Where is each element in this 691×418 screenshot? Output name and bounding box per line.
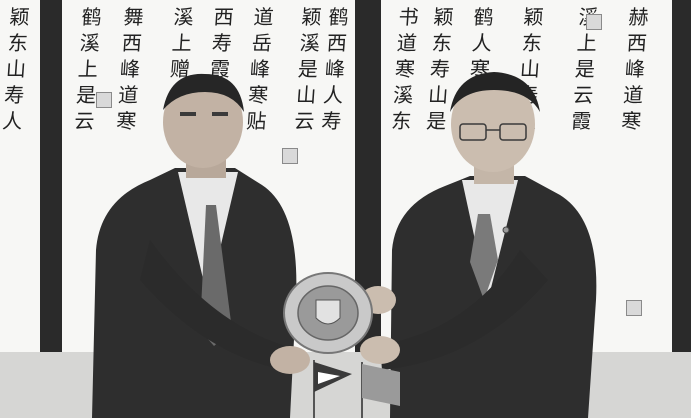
calligraphy-scroll-left	[0, 0, 40, 352]
lapel-pin-icon	[502, 226, 510, 234]
seal-stamp	[626, 300, 642, 316]
screen-frame	[40, 0, 62, 352]
seal-stamp	[586, 14, 602, 30]
seal-stamp	[96, 92, 112, 108]
table-flag-icon	[313, 360, 400, 418]
screen-frame	[672, 0, 691, 352]
seal-stamp	[282, 148, 298, 164]
right-man	[360, 72, 597, 418]
commemorative-plate-icon	[283, 272, 373, 354]
left-man	[92, 73, 310, 418]
